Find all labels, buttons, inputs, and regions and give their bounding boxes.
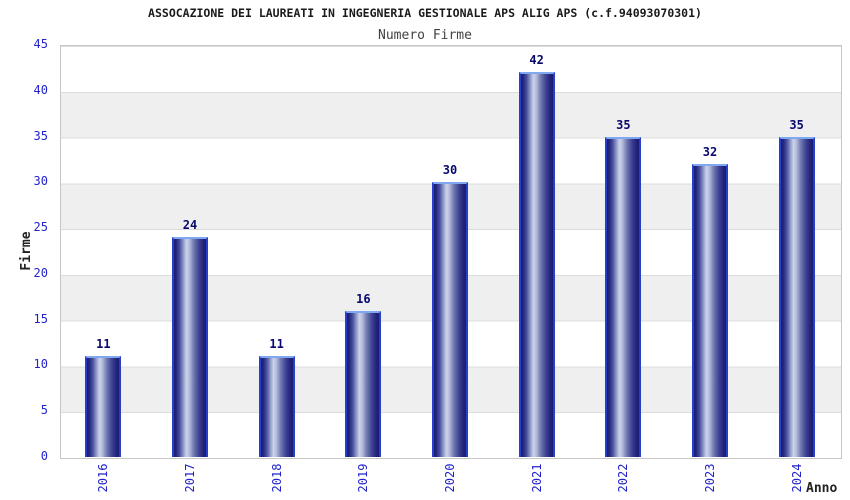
x-tick-label-2023: 2023 — [703, 463, 717, 493]
x-tick-label-2019: 2019 — [356, 463, 371, 493]
y-tick-label-15: 15 — [33, 311, 48, 326]
x-tick-label-2022: 2022 — [616, 463, 631, 493]
bar-2018 — [258, 356, 295, 457]
y-tick-label-20: 20 — [33, 265, 48, 280]
bar-value-label-2018: 11 — [269, 337, 284, 352]
x-tick-label-2016: 2016 — [96, 463, 111, 493]
x-axis-label: Anno — [806, 481, 838, 496]
y-tick-label-35: 35 — [33, 128, 48, 143]
bar-value-label-2016: 11 — [96, 337, 111, 352]
chart-title: ASSOCAZIONE DEI LAUREATI IN INGEGNERIA G… — [148, 6, 702, 20]
bar-2021 — [518, 72, 555, 457]
y-tick-label-30: 30 — [33, 174, 48, 189]
bar-value-label-2023: 32 — [702, 145, 718, 160]
bar-value-label-2017: 24 — [182, 218, 198, 233]
bar-2016 — [85, 356, 122, 457]
x-tick-label-2018: 2018 — [269, 463, 284, 493]
bar-2024 — [778, 136, 815, 457]
bar-value-label-2021: 42 — [529, 53, 544, 68]
bar-value-label-2022: 35 — [616, 117, 631, 132]
bar-2022 — [605, 136, 642, 457]
x-tick-label-2017: 2017 — [183, 463, 197, 493]
x-tick-label-2020: 2020 — [443, 463, 457, 493]
y-tick-label-25: 25 — [33, 220, 48, 235]
bar-value-label-2020: 30 — [442, 163, 458, 178]
y-tick-label-0: 0 — [40, 449, 48, 463]
y-tick-label-5: 5 — [40, 403, 48, 418]
y-tick-label-10: 10 — [33, 357, 48, 372]
bar-value-label-2024: 35 — [789, 117, 804, 132]
bar-2019 — [345, 310, 382, 457]
x-tick-label-2021: 2021 — [529, 463, 544, 493]
chart-subtitle: Numero Firme — [378, 28, 472, 43]
x-tick-label-2024: 2024 — [789, 463, 804, 493]
bar-2017 — [172, 237, 208, 457]
bar-2023 — [692, 164, 728, 457]
y-tick-label-45: 45 — [33, 37, 48, 51]
bar-2020 — [432, 182, 468, 457]
bar-value-label-2019: 16 — [356, 291, 371, 306]
y-tick-label-40: 40 — [33, 82, 48, 97]
